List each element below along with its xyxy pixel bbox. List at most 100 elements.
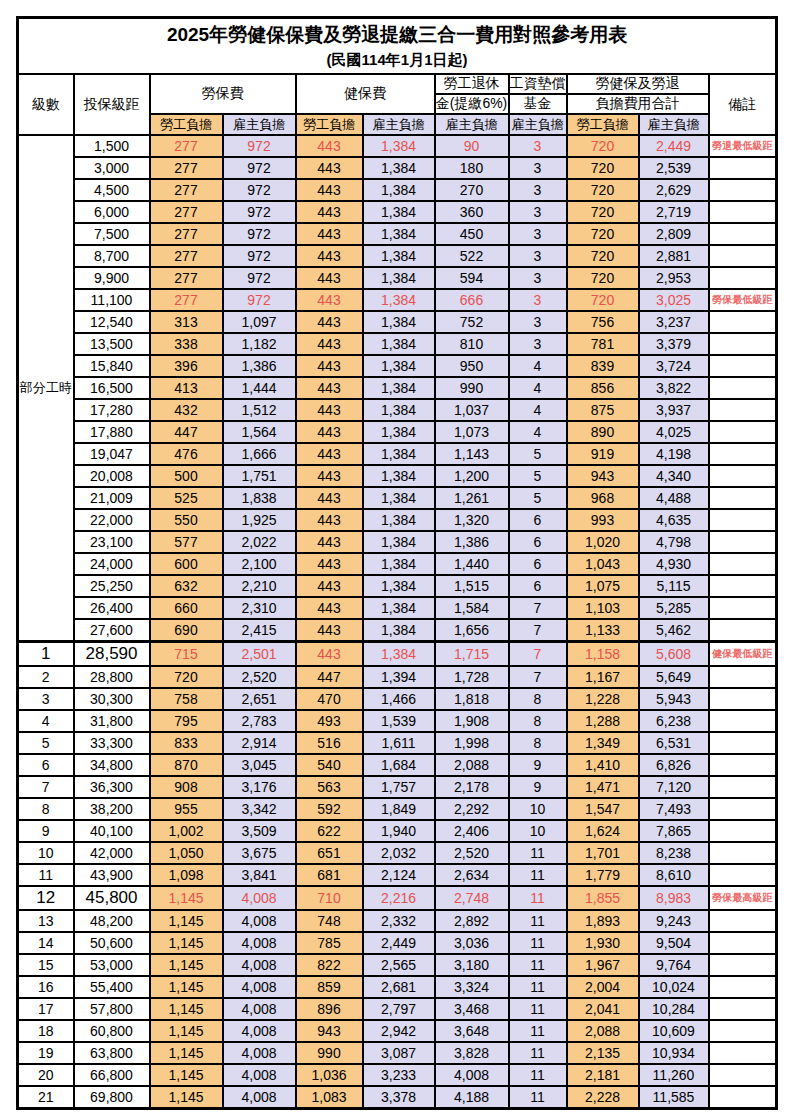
health-employee-cell: 443 bbox=[296, 333, 363, 355]
labor-employer-cell: 1,838 bbox=[223, 487, 296, 509]
labor-employee-cell: 396 bbox=[150, 355, 223, 377]
fund-employer-cell: 3 bbox=[509, 179, 567, 201]
health-employee-cell: 710 bbox=[296, 886, 363, 910]
labor-employee-cell: 313 bbox=[150, 311, 223, 333]
remark-cell bbox=[709, 688, 777, 710]
total-employer-cell: 5,462 bbox=[639, 619, 709, 642]
labor-employee-cell: 660 bbox=[150, 597, 223, 619]
labor-employee-cell: 1,145 bbox=[150, 910, 223, 932]
labor-employee-cell: 277 bbox=[150, 267, 223, 289]
labor-employee-cell: 690 bbox=[150, 619, 223, 642]
total-employer-cell: 9,764 bbox=[639, 954, 709, 976]
bracket-cell: 7,500 bbox=[74, 223, 150, 245]
fund-employer-cell: 11 bbox=[509, 1020, 567, 1042]
total-employer-cell: 5,285 bbox=[639, 597, 709, 619]
total-employee-cell: 875 bbox=[567, 399, 639, 421]
pension-employer-cell: 1,998 bbox=[435, 732, 509, 754]
labor-employee-cell: 1,145 bbox=[150, 954, 223, 976]
fund-employer-cell: 3 bbox=[509, 333, 567, 355]
level-cell: 13 bbox=[18, 910, 74, 932]
title-row: 2025年勞健保保費及勞退提繳三合一費用對照參考用表 (民國114年1月1日起) bbox=[18, 18, 777, 75]
table-row: 7,5002779724431,38445037202,809 bbox=[18, 223, 777, 245]
total-employee-cell: 720 bbox=[567, 289, 639, 311]
labor-employee-cell: 577 bbox=[150, 531, 223, 553]
level-cell: 6 bbox=[18, 754, 74, 776]
total-employee-cell: 1,228 bbox=[567, 688, 639, 710]
total-employee-cell: 1,701 bbox=[567, 842, 639, 864]
remark-cell bbox=[709, 932, 777, 954]
labor-employee-cell: 447 bbox=[150, 421, 223, 443]
fund-employer-cell: 11 bbox=[509, 886, 567, 910]
total-employer-cell: 9,504 bbox=[639, 932, 709, 954]
health-employer-cell: 1,539 bbox=[363, 710, 435, 732]
total-employer-cell: 2,719 bbox=[639, 201, 709, 223]
bracket-cell: 4,500 bbox=[74, 179, 150, 201]
total-employer-cell: 2,953 bbox=[639, 267, 709, 289]
remark-cell bbox=[709, 754, 777, 776]
pension-employer-cell: 1,515 bbox=[435, 575, 509, 597]
remark-cell bbox=[709, 776, 777, 798]
labor-employer-cell: 3,045 bbox=[223, 754, 296, 776]
total-employer-cell: 10,934 bbox=[639, 1042, 709, 1064]
health-employee-cell: 859 bbox=[296, 976, 363, 998]
subheader-fund-employer: 雇主負擔 bbox=[509, 114, 567, 135]
fund-employer-cell: 3 bbox=[509, 311, 567, 333]
total-employer-cell: 3,822 bbox=[639, 377, 709, 399]
table-row: 23,1005772,0224431,3841,38661,0204,798 bbox=[18, 531, 777, 553]
bracket-cell: 8,700 bbox=[74, 245, 150, 267]
labor-employee-cell: 955 bbox=[150, 798, 223, 820]
health-employer-cell: 1,384 bbox=[363, 135, 435, 157]
bracket-cell: 3,000 bbox=[74, 157, 150, 179]
table-row: 128,5907152,5014431,3841,71571,1585,608健… bbox=[18, 642, 777, 667]
total-employee-cell: 1,930 bbox=[567, 932, 639, 954]
health-employee-cell: 563 bbox=[296, 776, 363, 798]
health-employee-cell: 681 bbox=[296, 864, 363, 886]
bracket-cell: 31,800 bbox=[74, 710, 150, 732]
health-employee-cell: 443 bbox=[296, 421, 363, 443]
labor-employee-cell: 758 bbox=[150, 688, 223, 710]
health-employee-cell: 447 bbox=[296, 666, 363, 688]
pension-employer-cell: 2,892 bbox=[435, 910, 509, 932]
fund-employer-cell: 11 bbox=[509, 998, 567, 1020]
health-employer-cell: 1,466 bbox=[363, 688, 435, 710]
remark-cell bbox=[709, 820, 777, 842]
health-employer-cell: 1,384 bbox=[363, 575, 435, 597]
labor-employee-cell: 277 bbox=[150, 245, 223, 267]
labor-employer-cell: 4,008 bbox=[223, 910, 296, 932]
table-row: 838,2009553,3425921,8492,292101,5477,493 bbox=[18, 798, 777, 820]
bracket-cell: 43,900 bbox=[74, 864, 150, 886]
total-employee-cell: 720 bbox=[567, 223, 639, 245]
fund-employer-cell: 3 bbox=[509, 135, 567, 157]
health-employer-cell: 1,384 bbox=[363, 531, 435, 553]
bracket-cell: 27,600 bbox=[74, 619, 150, 642]
pension-employer-cell: 990 bbox=[435, 377, 509, 399]
labor-employer-cell: 1,666 bbox=[223, 443, 296, 465]
labor-employee-cell: 277 bbox=[150, 289, 223, 311]
labor-employer-cell: 2,651 bbox=[223, 688, 296, 710]
level-cell: 11 bbox=[18, 864, 74, 886]
bracket-cell: 19,047 bbox=[74, 443, 150, 465]
fund-employer-cell: 5 bbox=[509, 443, 567, 465]
remark-cell bbox=[709, 223, 777, 245]
fund-employer-cell: 11 bbox=[509, 976, 567, 998]
total-employee-cell: 1,624 bbox=[567, 820, 639, 842]
pension-employer-cell: 2,520 bbox=[435, 842, 509, 864]
health-employer-cell: 1,384 bbox=[363, 223, 435, 245]
remark-cell bbox=[709, 910, 777, 932]
health-employee-cell: 443 bbox=[296, 399, 363, 421]
pension-employer-cell: 2,406 bbox=[435, 820, 509, 842]
labor-employee-cell: 1,145 bbox=[150, 1042, 223, 1064]
labor-employer-cell: 1,097 bbox=[223, 311, 296, 333]
table-row: 1553,0001,1454,0088222,5653,180111,9679,… bbox=[18, 954, 777, 976]
bracket-cell: 38,200 bbox=[74, 798, 150, 820]
page-title: 2025年勞健保保費及勞退提繳三合一費用對照參考用表 bbox=[19, 21, 775, 48]
bracket-cell: 42,000 bbox=[74, 842, 150, 864]
total-employer-cell: 4,930 bbox=[639, 553, 709, 575]
table-row: 533,3008332,9145161,6111,99881,3496,531 bbox=[18, 732, 777, 754]
level-cell: 16 bbox=[18, 976, 74, 998]
table-row: 1963,8001,1454,0089903,0873,828112,13510… bbox=[18, 1042, 777, 1064]
total-employer-cell: 8,983 bbox=[639, 886, 709, 910]
total-employer-cell: 9,243 bbox=[639, 910, 709, 932]
table-row: 11,1002779724431,38466637203,025勞保最低級距 bbox=[18, 289, 777, 311]
remark-cell bbox=[709, 575, 777, 597]
